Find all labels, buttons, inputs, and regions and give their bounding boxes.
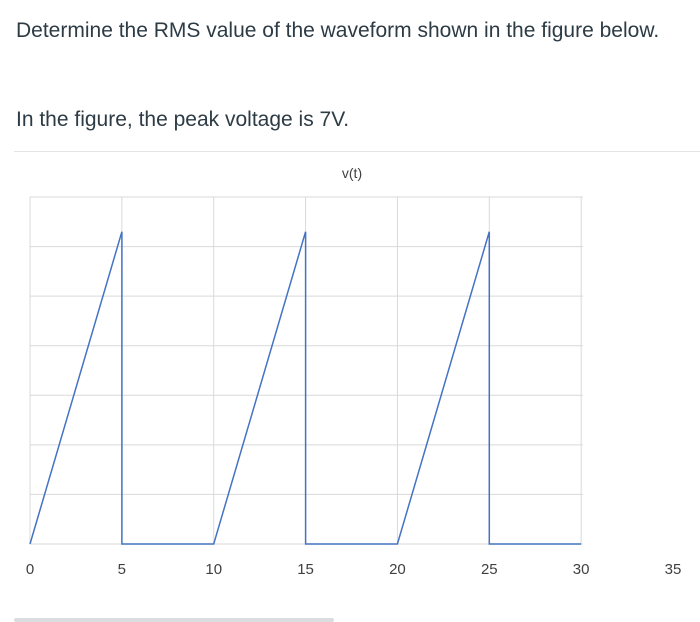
- waveform-chart: v(t) 0 5 10 15 20 25 30 35: [26, 165, 682, 578]
- x-tick-label: 15: [297, 561, 314, 578]
- chart-series: [29, 231, 582, 545]
- question-text: Determine the RMS value of the waveform …: [16, 19, 660, 42]
- note-text: In the figure, the peak voltage is 7V.: [16, 108, 350, 131]
- horizontal-scrollbar[interactable]: [14, 618, 334, 622]
- question-note: In the figure, the peak voltage is 7V.: [16, 101, 676, 139]
- question-prompt: Determine the RMS value of the waveform …: [16, 12, 676, 50]
- waveform-figure: v(t) 0 5 10 15 20 25 30 35: [0, 152, 700, 612]
- x-tick-label: 20: [389, 561, 406, 578]
- x-tick-label: 35: [665, 561, 682, 578]
- series-line: [29, 231, 582, 545]
- x-tick-label: 0: [26, 561, 34, 578]
- divider: [14, 151, 700, 152]
- x-tick-label: 10: [205, 561, 222, 578]
- x-tick-label: 25: [481, 561, 498, 578]
- x-axis-tick-labels: 0 5 10 15 20 25 30 35: [26, 561, 682, 578]
- chart-gridlines: [29, 196, 583, 545]
- x-tick-label: 5: [118, 561, 126, 578]
- x-tick-label: 30: [573, 561, 590, 578]
- chart-title: v(t): [342, 165, 362, 181]
